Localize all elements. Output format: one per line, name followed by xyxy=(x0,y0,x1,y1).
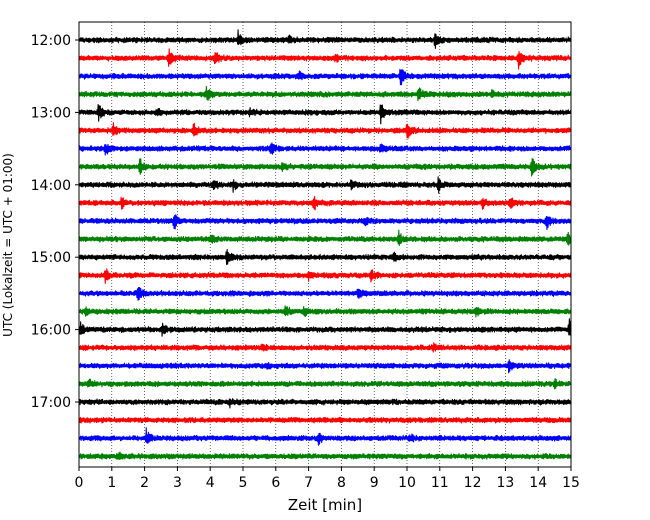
x-tick-label: 5 xyxy=(239,475,248,491)
x-tick-label: 15 xyxy=(562,475,580,491)
seismogram-trace xyxy=(78,305,572,318)
y-tick-label: 13:00 xyxy=(31,105,71,121)
y-tick-label: 14:00 xyxy=(31,178,71,194)
seismogram-trace xyxy=(78,268,572,284)
x-tick-label: 1 xyxy=(107,475,116,491)
seismogram-trace xyxy=(78,68,572,86)
seismogram-trace xyxy=(78,142,572,156)
plot-frame xyxy=(78,21,572,468)
x-tick-label: 11 xyxy=(431,475,449,491)
seismogram-trace xyxy=(78,214,572,231)
seismogram-trace xyxy=(78,229,572,246)
seismogram-trace xyxy=(78,103,572,125)
seismogram-trace xyxy=(78,416,572,424)
x-axis: 0 1 2 3 4 5 6 7 8 9 10 11 12 13 14 15 xyxy=(75,467,580,491)
seismogram-trace xyxy=(78,249,572,266)
seismogram-trace xyxy=(78,359,572,374)
y-axis: 12:00 13:00 14:00 15:00 16:00 17:00 xyxy=(31,33,79,411)
seismogram-trace xyxy=(78,176,572,194)
x-tick-label: 3 xyxy=(173,475,182,491)
x-tick-label: 8 xyxy=(337,475,346,491)
y-axis-label: UTC (Lokalzeit = UTC + 01:00) xyxy=(1,153,15,337)
x-tick-label: 6 xyxy=(271,475,280,491)
x-tick-label: 14 xyxy=(529,475,547,491)
seismogram-trace xyxy=(78,29,572,49)
seismogram-trace xyxy=(78,398,572,409)
x-tick-label: 12 xyxy=(464,475,482,491)
x-tick-label: 0 xyxy=(75,475,84,491)
seismogram-trace xyxy=(78,378,572,390)
y-tick-label: 12:00 xyxy=(31,33,71,49)
seismogram-trace xyxy=(78,451,572,460)
y-tick-label: 15:00 xyxy=(31,250,71,266)
x-tick-label: 9 xyxy=(370,475,379,491)
seismogram-trace xyxy=(78,157,572,177)
x-tick-label: 2 xyxy=(140,475,149,491)
seismogram-trace xyxy=(78,318,572,337)
trace-layer xyxy=(78,29,572,460)
x-tick-label: 4 xyxy=(206,475,215,491)
y-tick-label: 17:00 xyxy=(31,395,71,411)
x-grid xyxy=(111,22,539,467)
seismogram-trace xyxy=(78,286,572,301)
seismogram-trace xyxy=(78,85,572,102)
x-tick-label: 10 xyxy=(398,475,416,491)
seismogram-trace xyxy=(78,196,572,211)
seismogram-trace xyxy=(78,427,572,446)
seismogram-trace xyxy=(78,342,572,353)
y-tick-label: 16:00 xyxy=(31,323,71,339)
seismogram-trace xyxy=(78,48,572,70)
x-tick-label: 7 xyxy=(304,475,313,491)
x-axis-label: Zeit [min] xyxy=(288,496,362,514)
x-tick-label: 13 xyxy=(496,475,514,491)
seismogram-trace xyxy=(78,122,572,139)
